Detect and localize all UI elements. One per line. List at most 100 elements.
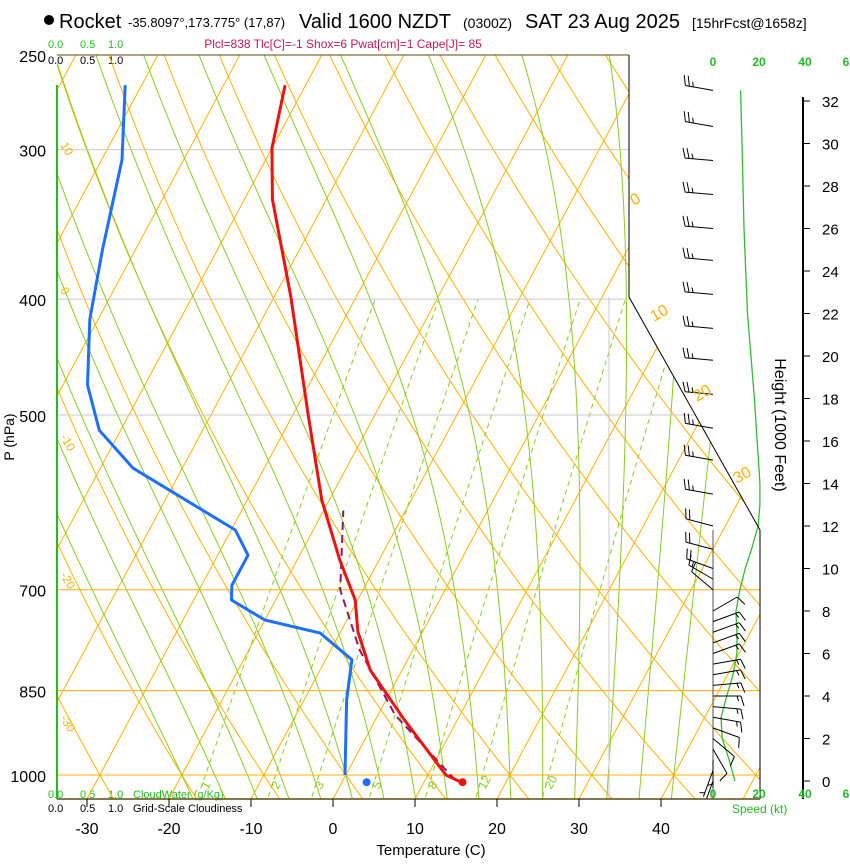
wind-barb [712,622,746,633]
speed-tick-label-top: 0 [710,55,717,69]
cloud-scale-top-black-0: 0.0 [48,55,63,67]
height-tick-label: 0 [822,774,830,791]
wind-barb [682,247,714,261]
wind-barb [683,111,714,127]
cloudiness-label: Grid-Scale Cloudiness [133,803,243,815]
y-axis-label: P (hPa) [1,413,17,460]
moist-adiabat-line [190,55,449,799]
isotherm-line [83,55,498,799]
wind-barb [682,381,714,395]
wind-barb [683,412,714,429]
mixing-ratio-label: 2 [268,778,284,791]
dewpoint-trace [86,85,354,776]
wind-barb [712,643,746,654]
dry-adiabat-line [101,55,535,799]
panel-boundary [628,55,761,799]
surface-temperature-dot [458,778,467,787]
wind-barb [682,347,714,361]
wind-barb [712,727,740,748]
wind-barb [712,738,735,767]
isotherm-label-left: -20 [57,570,78,592]
x-tick-label: -20 [157,821,180,838]
speed-tick-label-bottom: 40 [798,787,812,801]
wind-barb [682,181,714,195]
wind-barb [691,562,714,591]
speed-tick-label-bottom: 0 [710,787,717,801]
moist-adiabat-line [254,55,480,799]
isotherm-line [165,55,580,799]
height-tick-label: 16 [822,434,839,451]
moist-adiabat-line [419,55,544,799]
height-tick-label: 8 [822,604,830,621]
cloud-scale-top-black-2: 1.0 [108,55,123,67]
moist-adiabat-line [605,55,628,799]
mixing-ratio-label: 12 [475,773,494,792]
x-tick-label: -30 [75,821,98,838]
mixing-ratio-line [539,298,686,799]
speed-axis-label: Speed (kt) [732,802,787,816]
wind-barb [712,611,746,623]
valid-date: SAT 23 Aug 2025 [525,11,680,33]
cloud-scale-top-green-2: 1.0 [108,39,123,51]
moist-adiabat-line [57,55,324,799]
x-axis-label: Temperature (C) [376,842,485,859]
wind-barb [685,531,714,550]
cloud-scale-top-green-1: 0.5 [80,39,95,51]
mixing-ratio-label: 5 [369,778,385,791]
isotherm-line [57,55,252,799]
stability-indices: Plcl=838 Tlc[C]=-1 Shox=6 Pwat[cm]=1 Cap… [204,37,482,51]
wind-barb [682,215,714,229]
speed-tick-label-bottom: 20 [752,787,766,801]
height-tick-label: 2 [822,732,830,749]
height-tick-label: 30 [822,137,839,154]
wind-barb [685,508,714,527]
station-dot-icon [44,15,54,25]
parcel-trace [339,510,457,781]
height-tick-label: 12 [822,519,839,536]
dry-adiabat-line [57,55,201,799]
dry-adiabat-line [57,55,285,799]
moist-adiabat-line [135,55,418,799]
dry-adiabat-line [591,55,760,799]
pressure-tick-label: 700 [19,584,46,601]
cloud-scale-bottom-green-1: 0.5 [80,789,95,801]
wind-barb [683,444,714,461]
isotherm-label-right: 10 [648,302,672,326]
wind-speed-line [720,90,761,782]
wind-barb [683,75,714,91]
height-tick-label: 20 [822,349,839,366]
wind-barb [712,658,746,669]
dry-adiabat-line [264,55,760,799]
isotherm-label-left: 10 [57,140,76,159]
cloud-scale-bottom-black-0: 0.0 [48,803,63,815]
dry-adiabat-line [210,55,702,799]
height-axis-label: Height (1000 Feet) [771,358,788,491]
wind-barb [699,770,714,797]
mixing-ratio-line [422,298,581,799]
x-tick-label: 40 [652,821,670,838]
speed-tick-label-top: 40 [798,55,812,69]
wind-barb [712,632,746,644]
x-tick-label: 20 [488,821,506,838]
isotherm-label-left: 0 [57,285,73,298]
cloud-scale-top-green-0: 0.0 [48,39,63,51]
x-tick-label: 0 [329,821,338,838]
cloud-scale-bottom-black-2: 1.0 [108,803,123,815]
wind-barb [712,682,746,693]
pressure-tick-label: 250 [19,49,46,66]
cloudwater-label: CloudWater (g/Kg) [133,789,224,801]
mixing-ratio-line [308,298,479,799]
x-tick-label: -10 [239,821,262,838]
speed-tick-label-top: 6 [843,55,850,69]
isotherm-label-right: 20 [691,382,715,406]
isotherm-line [657,55,760,799]
pressure-tick-label: 500 [19,409,46,426]
isotherm-line [57,55,334,799]
valid-time: Valid 1600 NZDT [299,11,451,33]
cloud-scale-bottom-green-0: 0.0 [48,789,63,801]
pressure-tick-label: 300 [19,144,46,161]
wind-barb [712,596,746,612]
wind-barb [688,554,714,580]
cloud-scale-bottom-green-2: 1.0 [108,789,123,801]
